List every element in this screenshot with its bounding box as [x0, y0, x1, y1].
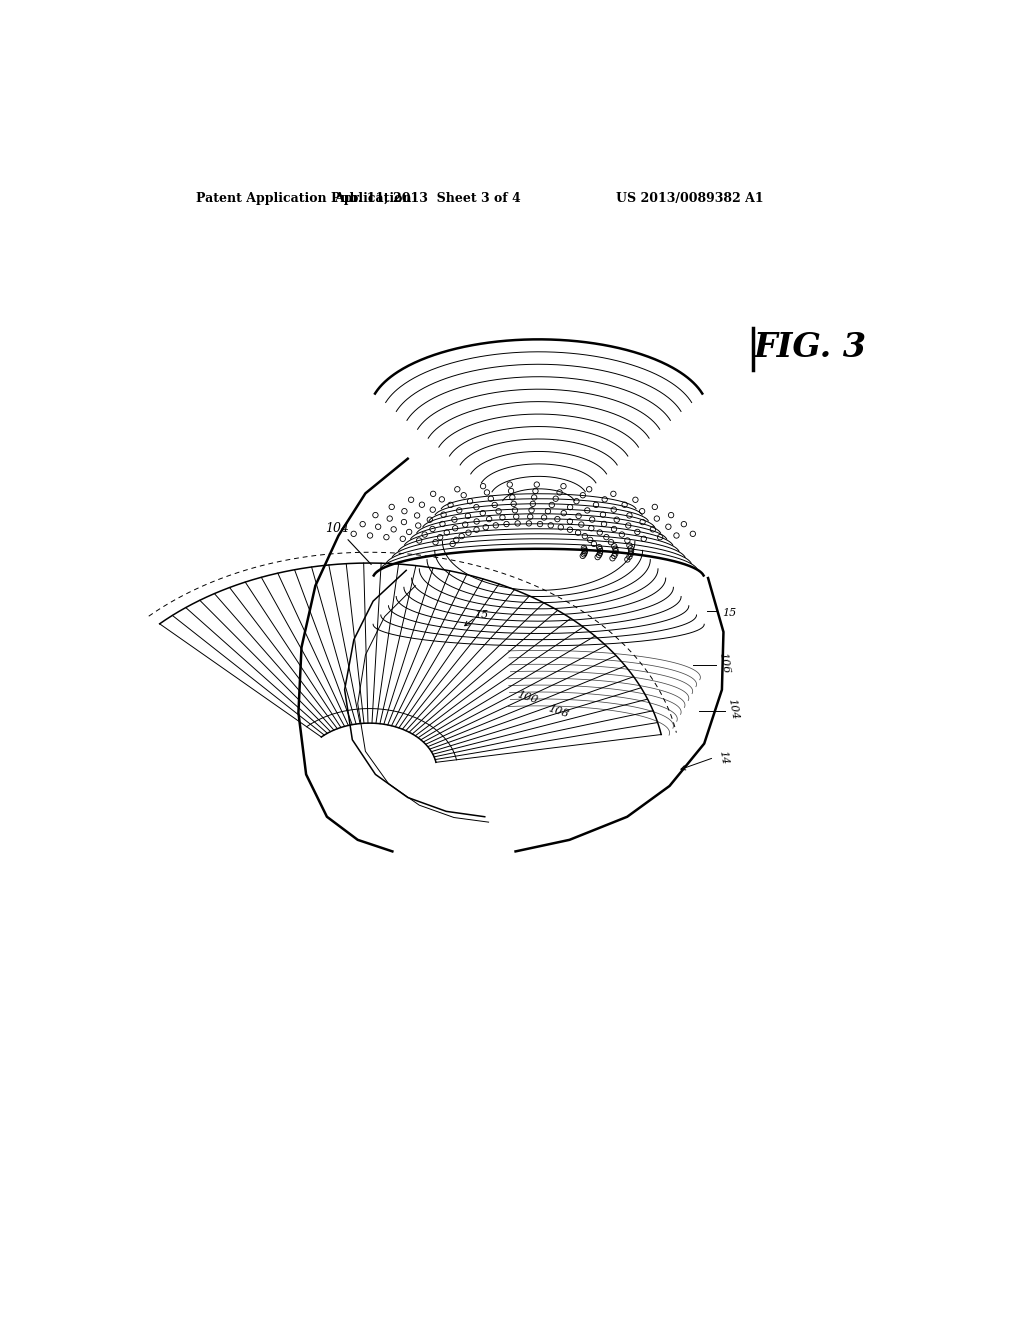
Text: US 2013/0089382 A1: US 2013/0089382 A1	[615, 191, 763, 205]
Text: 106: 106	[717, 651, 731, 675]
Text: Patent Application Publication: Patent Application Publication	[196, 191, 412, 205]
Text: 15: 15	[722, 607, 736, 618]
Text: 14: 14	[717, 750, 730, 766]
Text: 104: 104	[326, 521, 372, 565]
Text: Apr. 11, 2013  Sheet 3 of 4: Apr. 11, 2013 Sheet 3 of 4	[334, 191, 520, 205]
Text: 100: 100	[515, 689, 539, 705]
Text: FIG. 3: FIG. 3	[755, 330, 867, 363]
Text: 104: 104	[727, 697, 740, 721]
Text: 15: 15	[474, 610, 488, 620]
Text: 108: 108	[546, 704, 569, 719]
